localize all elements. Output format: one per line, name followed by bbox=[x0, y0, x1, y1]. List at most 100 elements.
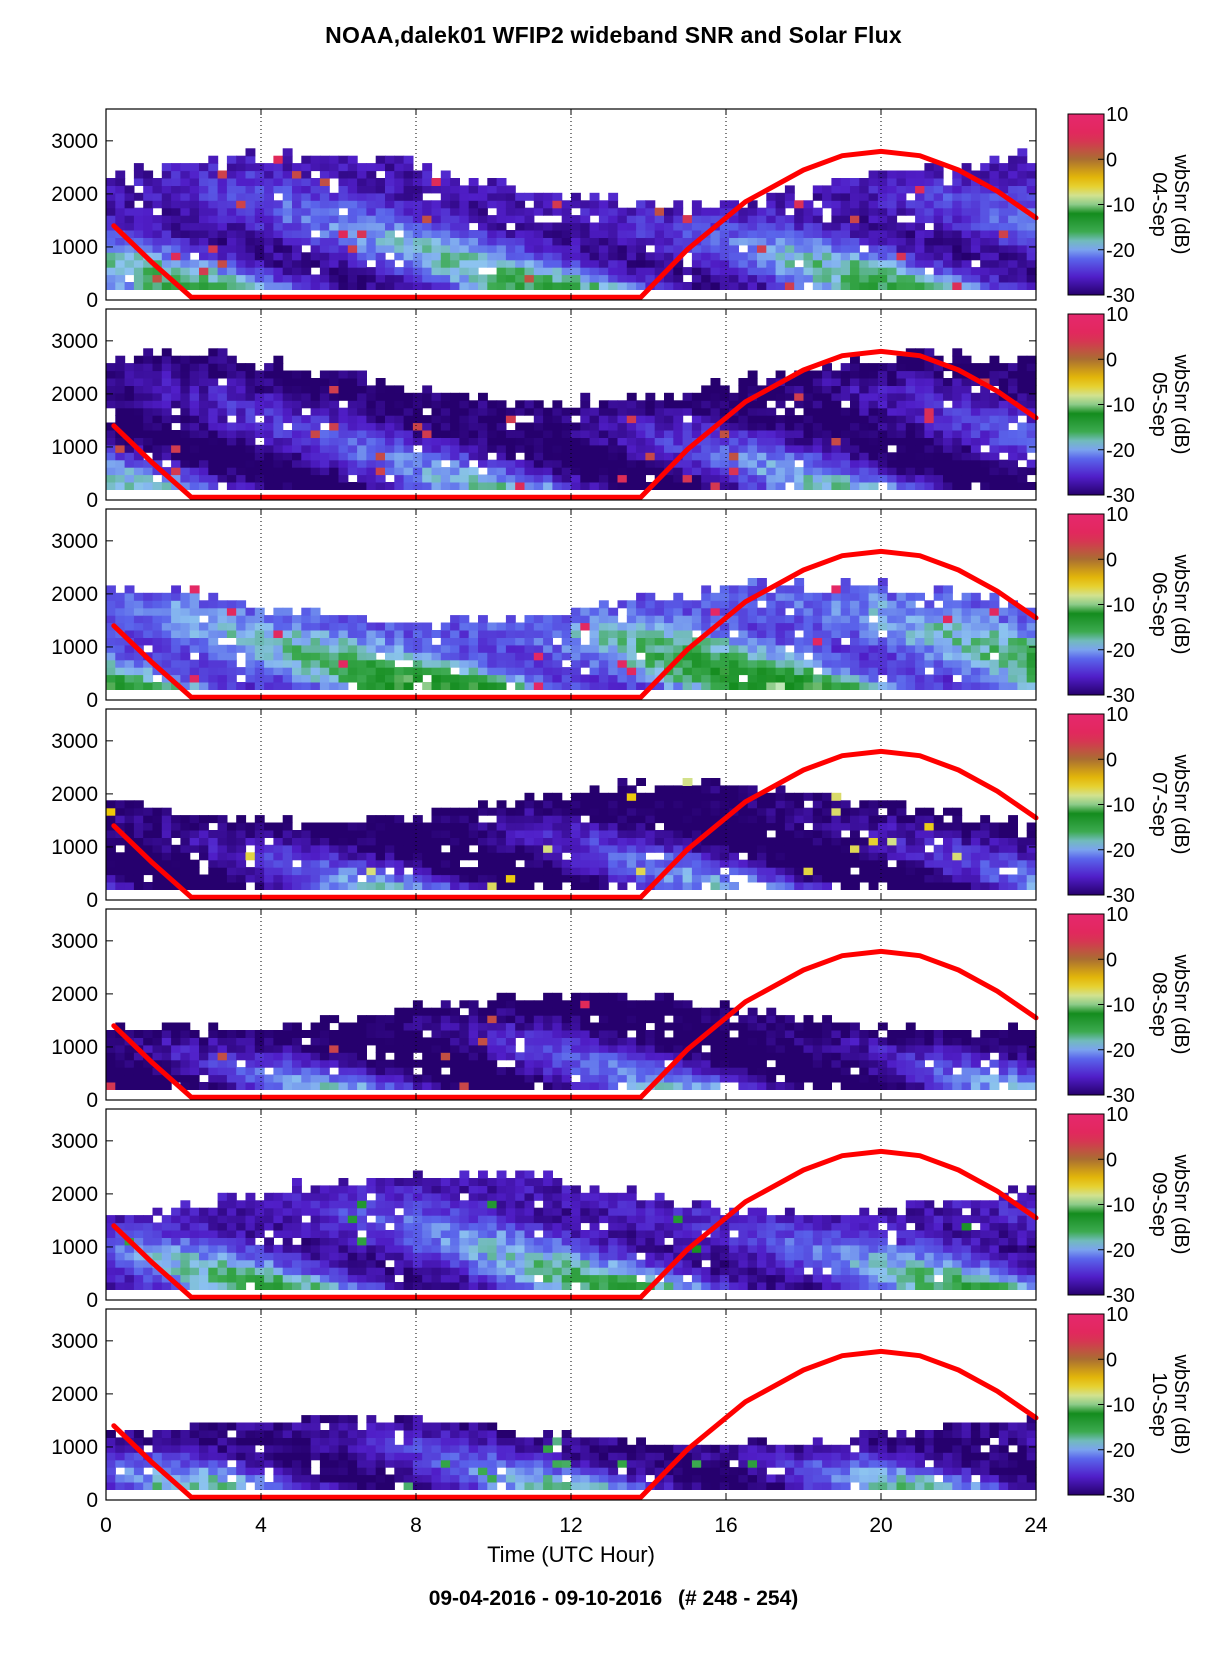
heatmap-cell bbox=[394, 267, 405, 276]
heatmap-cell bbox=[403, 637, 414, 646]
heatmap-cell bbox=[375, 215, 386, 224]
heatmap-cell bbox=[171, 230, 181, 238]
heatmap-cell bbox=[199, 422, 209, 431]
heatmap-cell bbox=[868, 170, 879, 179]
heatmap-cell bbox=[254, 230, 265, 238]
heatmap-cell bbox=[924, 437, 935, 446]
heatmap-cell bbox=[152, 482, 163, 490]
heatmap-cell bbox=[226, 192, 237, 201]
heatmap-cell bbox=[664, 882, 674, 890]
heatmap-cell bbox=[403, 830, 414, 838]
heatmap-cell bbox=[524, 282, 535, 290]
heatmap-cell bbox=[998, 459, 1009, 468]
heatmap-cell bbox=[115, 644, 126, 653]
heatmap-cell bbox=[366, 874, 377, 883]
heatmap-cell bbox=[989, 474, 1000, 483]
heatmap-cell bbox=[850, 378, 860, 386]
panel-heatmap bbox=[106, 348, 1037, 490]
heatmap-cell bbox=[691, 474, 702, 483]
heatmap-cell bbox=[850, 585, 860, 594]
heatmap-cell bbox=[980, 637, 991, 646]
heatmap-cell bbox=[887, 644, 898, 653]
heatmap-cell bbox=[524, 215, 535, 224]
heatmap-cell bbox=[691, 822, 702, 831]
heatmap-cell bbox=[580, 830, 591, 838]
heatmap-cell bbox=[236, 215, 247, 224]
heatmap-cell bbox=[515, 482, 526, 490]
heatmap-cell bbox=[152, 259, 163, 268]
heatmap-cell bbox=[636, 622, 646, 631]
heatmap-cell bbox=[877, 637, 888, 646]
heatmap-cell bbox=[626, 874, 637, 883]
heatmap-cell bbox=[487, 407, 498, 416]
heatmap-cell bbox=[310, 155, 321, 164]
heatmap-cell bbox=[757, 392, 767, 401]
heatmap-cell bbox=[896, 422, 907, 431]
heatmap-cell bbox=[440, 652, 451, 661]
heatmap-cell bbox=[850, 459, 860, 468]
heatmap-cell bbox=[143, 867, 154, 876]
heatmap-cell bbox=[319, 407, 330, 416]
heatmap-cell bbox=[422, 385, 433, 394]
heatmap-cell bbox=[143, 622, 154, 631]
heatmap-cell bbox=[747, 615, 758, 624]
heatmap-cell bbox=[171, 600, 181, 609]
heatmap-cell bbox=[868, 444, 879, 453]
heatmap-cell bbox=[440, 467, 451, 476]
heatmap-cell bbox=[338, 237, 349, 246]
heatmap-cell bbox=[199, 178, 209, 186]
heatmap-cell bbox=[245, 378, 256, 386]
heatmap-cell bbox=[784, 444, 795, 453]
heatmap-cell bbox=[998, 244, 1009, 253]
heatmap-cell bbox=[152, 459, 163, 468]
heatmap-cell bbox=[450, 830, 460, 838]
heatmap-cell bbox=[199, 385, 209, 394]
heatmap-cell bbox=[775, 682, 786, 690]
heatmap-cell bbox=[831, 378, 842, 386]
heatmap-cell bbox=[217, 348, 228, 357]
heatmap-cell bbox=[329, 259, 340, 268]
heatmap-cell bbox=[301, 192, 312, 201]
heatmap-cell bbox=[366, 474, 377, 483]
heatmap-cell bbox=[282, 237, 293, 246]
heatmap-cell bbox=[217, 370, 228, 379]
heatmap-cell bbox=[952, 467, 963, 476]
heatmap-cell bbox=[812, 282, 823, 290]
heatmap-cell bbox=[412, 178, 423, 186]
heatmap-cell bbox=[254, 482, 265, 490]
heatmap-cell bbox=[338, 674, 349, 683]
heatmap-cell bbox=[133, 430, 144, 438]
heatmap-cell bbox=[106, 652, 116, 661]
heatmap-cell bbox=[226, 837, 237, 846]
heatmap-cell bbox=[505, 882, 516, 890]
heatmap-cell bbox=[636, 630, 646, 638]
heatmap-cell bbox=[654, 430, 665, 438]
heatmap-cell bbox=[450, 459, 460, 468]
heatmap-cell bbox=[496, 274, 507, 283]
heatmap-cell bbox=[524, 644, 535, 653]
heatmap-cell bbox=[775, 452, 786, 461]
heatmap-cell bbox=[719, 644, 730, 653]
heatmap-cell bbox=[515, 244, 526, 253]
heatmap-cell bbox=[115, 652, 126, 661]
heatmap-cell bbox=[319, 615, 330, 624]
heatmap-cell bbox=[254, 370, 265, 379]
heatmap-cell bbox=[933, 452, 944, 461]
heatmap-cell bbox=[385, 859, 395, 868]
heatmap-cell bbox=[226, 274, 237, 283]
heatmap-cell bbox=[301, 222, 312, 231]
heatmap-cell bbox=[301, 874, 312, 883]
heatmap-cell bbox=[961, 652, 972, 661]
heatmap-cell bbox=[887, 615, 898, 624]
heatmap-cell bbox=[580, 200, 591, 209]
heatmap-cell bbox=[115, 244, 126, 253]
heatmap-cell bbox=[161, 267, 172, 276]
heatmap-cell bbox=[552, 644, 563, 653]
heatmap-cell bbox=[970, 622, 981, 631]
heatmap-cell bbox=[533, 800, 544, 809]
heatmap-cell bbox=[561, 222, 572, 231]
heatmap-cell bbox=[375, 682, 386, 690]
heatmap-cell bbox=[366, 852, 377, 861]
heatmap-cell bbox=[673, 682, 684, 690]
